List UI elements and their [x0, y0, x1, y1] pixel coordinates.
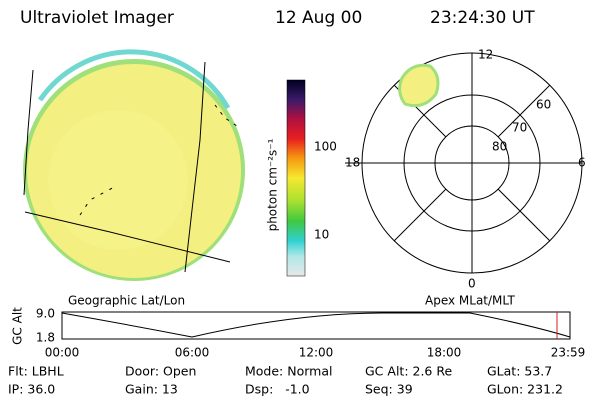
lat-label: 80	[492, 140, 507, 154]
mlt-label: 12	[478, 48, 493, 62]
info-field: GC Alt: 2.6 Re	[365, 364, 452, 379]
x-tick: 06:00	[175, 346, 210, 360]
info-field: Flt: LBHL	[8, 364, 64, 379]
uv-image	[23, 49, 245, 281]
info: Flt: LBHL Door: Open Mode: Normal GC Alt: 2…	[8, 364, 563, 397]
y-tick: 1.8	[36, 331, 55, 345]
x-tick: 12:00	[299, 346, 334, 360]
info-field: GLat: 53.7	[487, 364, 552, 379]
mlt-label: 6	[578, 156, 586, 170]
info-field: IP: 36.0	[8, 382, 55, 397]
colorbar-tick: 100	[314, 140, 337, 154]
left-label: Geographic Lat/Lon	[68, 294, 185, 308]
lat-label: 70	[512, 121, 527, 135]
x-tick: 00:00	[45, 346, 80, 360]
info-field: Gain: 13	[125, 382, 178, 397]
mlt-label: 18	[345, 156, 360, 170]
time: 23:24:30 UT	[430, 8, 535, 28]
info-field: GLon: 231.2	[487, 382, 563, 397]
y-label: GC Alt	[11, 307, 25, 345]
x-tick: 23:59	[551, 346, 586, 360]
info-field: Dsp: -1.0	[245, 382, 310, 397]
altitude-frame	[61, 311, 571, 340]
colorbar	[286, 79, 306, 277]
altitude-curve	[61, 312, 571, 338]
mlt-label: 0	[468, 277, 476, 291]
auroral-blob	[398, 63, 440, 108]
info-field: Mode: Normal	[245, 364, 332, 379]
info-field: Seq: 39	[365, 382, 413, 397]
colorbar-tick: 10	[314, 228, 329, 242]
title: Ultraviolet Imager	[20, 8, 174, 28]
y-tick: 9.0	[36, 307, 55, 321]
right-label: Apex MLat/MLT	[425, 294, 515, 308]
lat-label: 60	[536, 98, 551, 112]
info-field: Door: Open	[125, 364, 196, 379]
x-tick: 18:00	[427, 346, 462, 360]
colorbar-label: photon cm⁻²s⁻¹	[266, 138, 280, 231]
date: 12 Aug 00	[275, 8, 362, 28]
polar-grid	[345, 52, 583, 274]
